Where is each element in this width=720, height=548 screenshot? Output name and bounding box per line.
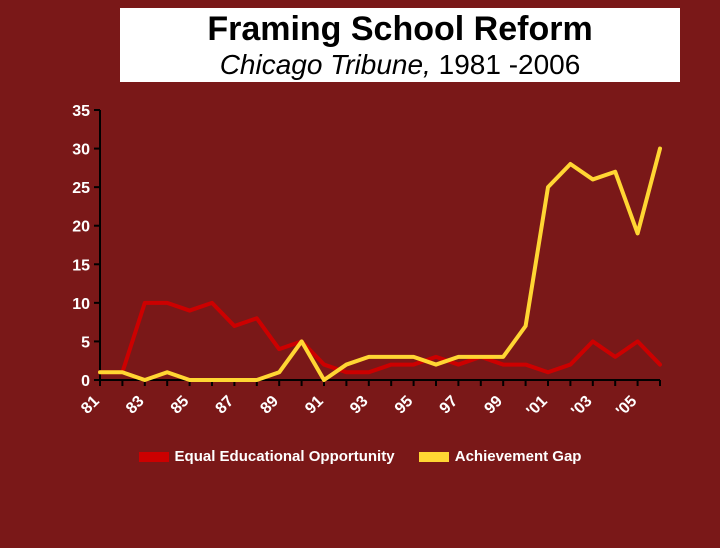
y-tick-label: 0 xyxy=(81,373,90,390)
x-tick-label: '01 xyxy=(524,393,551,420)
y-tick-label: 35 xyxy=(72,103,90,120)
legend-swatch-eeo xyxy=(139,452,169,462)
x-tick-label: 83 xyxy=(123,393,148,418)
y-tick-label: 5 xyxy=(81,335,90,352)
legend-item: Equal Educational Opportunity xyxy=(139,448,395,465)
x-tick-label: 97 xyxy=(437,393,462,418)
legend-item: Achievement Gap xyxy=(419,448,582,465)
x-tick-label: 85 xyxy=(168,393,193,418)
y-tick-label: 10 xyxy=(72,296,90,313)
line-chart: 0 5 10 15 20 25 30 35 81 83 85 87 89 91 93 95 97 99 '01 '03… xyxy=(40,100,680,440)
x-tick-label: 89 xyxy=(257,393,282,418)
title-main: Framing School Reform xyxy=(130,12,670,48)
series-line xyxy=(100,149,660,380)
y-tick-label: 25 xyxy=(72,181,90,198)
legend: Equal Educational Opportunity Achievemen… xyxy=(0,448,720,466)
title-box: Framing School Reform Chicago Tribune, 1… xyxy=(120,8,680,82)
x-tick-label: 95 xyxy=(392,393,417,418)
legend-label: Equal Educational Opportunity xyxy=(175,448,395,465)
x-tick-label: 99 xyxy=(481,393,506,418)
x-tick-label: 87 xyxy=(213,393,238,418)
x-tick-label: 93 xyxy=(347,393,372,418)
y-tick-label: 30 xyxy=(72,142,90,159)
title-sub: Chicago Tribune, 1981 -2006 xyxy=(130,50,670,81)
title-sub-italic: Chicago Tribune, xyxy=(220,49,431,80)
x-tick-label: 91 xyxy=(302,393,327,418)
x-tick-label: '03 xyxy=(568,393,595,420)
y-tick-label: 20 xyxy=(72,219,90,236)
legend-swatch-gap xyxy=(419,452,449,462)
series-line xyxy=(100,303,660,372)
x-tick-label: 81 xyxy=(78,393,103,418)
x-tick-label: '05 xyxy=(613,393,640,420)
legend-label: Achievement Gap xyxy=(455,448,582,465)
chart-area: 0 5 10 15 20 25 30 35 81 83 85 87 89 91 93 95 97 99 '01 '03… xyxy=(40,100,680,440)
y-tick-label: 15 xyxy=(72,258,90,275)
title-sub-plain: 1981 -2006 xyxy=(431,49,580,80)
